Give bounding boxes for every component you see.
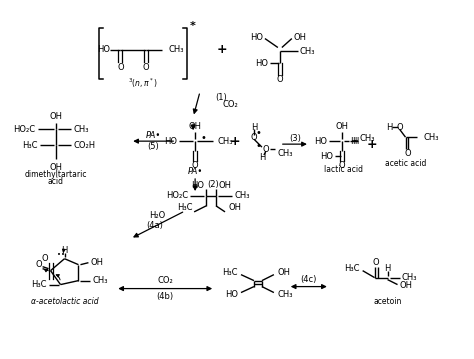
Text: H₃C: H₃C [222,268,238,277]
Text: •: • [200,133,206,143]
Text: OH: OH [228,204,241,213]
Text: O: O [35,260,42,269]
Text: acetoin: acetoin [374,297,402,306]
Text: CH₃: CH₃ [92,276,108,285]
Text: CH₃: CH₃ [360,134,375,143]
Text: HO: HO [314,137,327,146]
Text: α-acetolactic acid: α-acetolactic acid [31,297,98,306]
Text: H₃C: H₃C [31,280,46,289]
Text: H: H [251,123,257,132]
Text: CO₂H: CO₂H [73,141,96,150]
Text: HO: HO [225,290,238,299]
Text: +: + [230,135,240,148]
Text: (3): (3) [289,134,301,143]
Text: (1): (1) [215,93,227,102]
Text: H₃C: H₃C [344,264,360,273]
Text: (4b): (4b) [156,292,174,301]
Text: (4c): (4c) [301,275,317,284]
Text: HO₂C: HO₂C [13,125,36,134]
Text: OH: OH [400,281,412,290]
Text: CO₂: CO₂ [222,100,238,109]
Text: OH: OH [189,122,201,131]
Text: acetic acid: acetic acid [385,159,426,168]
Text: CH₃: CH₃ [168,45,184,54]
Text: CH₃: CH₃ [234,191,249,200]
Text: ••: •• [56,252,64,258]
Text: HO: HO [164,137,177,146]
Text: HO: HO [97,45,110,54]
Text: HO: HO [255,59,268,68]
Text: •: • [256,128,262,138]
Text: O: O [404,149,411,158]
Text: +: + [366,137,377,151]
Text: OH: OH [294,33,307,42]
Text: HO: HO [320,151,333,160]
Text: OH: OH [91,258,103,267]
Text: $^3(n,\pi^*)$: $^3(n,\pi^*)$ [128,77,158,90]
Text: OH: OH [335,122,348,131]
Text: O: O [117,63,124,72]
Text: CH₃: CH₃ [423,133,439,142]
Text: H₃C: H₃C [22,141,37,150]
Text: HO: HO [191,182,204,191]
Text: CH₃: CH₃ [217,137,233,146]
Text: OH: OH [218,182,231,191]
Text: lactic acid: lactic acid [324,164,363,173]
Text: (5): (5) [147,142,159,151]
Text: O: O [276,75,283,84]
Text: (2): (2) [207,181,219,190]
Text: O: O [251,133,257,142]
Text: H: H [352,137,358,146]
Text: CH₃: CH₃ [401,273,417,282]
Text: O: O [396,123,403,132]
Text: OH: OH [49,112,62,121]
Text: H: H [61,246,68,255]
Text: H: H [386,123,393,132]
Text: H₂O: H₂O [149,211,165,220]
Text: O: O [41,254,48,263]
Text: +: + [217,43,228,56]
Text: PA•: PA• [187,167,203,176]
Text: HO₂C: HO₂C [166,191,188,200]
Text: O: O [192,160,199,169]
Text: CH₃: CH₃ [300,47,315,56]
Text: dimethyltartaric: dimethyltartaric [24,169,87,178]
Text: CO₂: CO₂ [157,276,173,285]
Text: OH: OH [278,268,291,277]
Text: •: • [255,141,261,151]
Text: H: H [350,137,356,146]
Text: H: H [384,264,391,273]
Text: OH: OH [49,163,62,172]
Text: HO: HO [250,33,263,42]
Text: (4a): (4a) [146,221,163,230]
Text: O: O [338,160,345,169]
Text: CH₃: CH₃ [73,125,89,134]
Text: H₃C: H₃C [177,204,192,213]
Text: O: O [372,258,379,267]
Text: PA•: PA• [146,131,161,140]
Text: CH₃: CH₃ [278,290,293,299]
Text: CH₃: CH₃ [278,149,293,158]
Text: H: H [259,153,265,162]
Text: acid: acid [47,177,64,186]
Text: O: O [263,145,269,154]
Text: *: * [190,20,196,31]
Text: O: O [143,63,150,72]
